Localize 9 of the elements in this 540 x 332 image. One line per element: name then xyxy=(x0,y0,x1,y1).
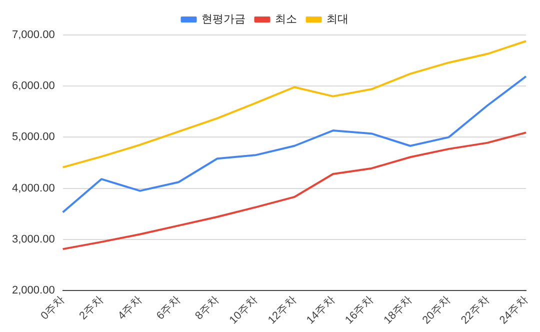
legend-label: 최대 xyxy=(326,12,348,26)
y-tick-label: 5,000.00 xyxy=(12,131,55,144)
y-tick-label: 4,000.00 xyxy=(12,182,55,194)
legend-label: 현평가금 xyxy=(201,12,246,26)
legend-label: 최소 xyxy=(274,12,297,26)
y-tick-label: 7,000.00 xyxy=(12,29,55,42)
y-tick-label: 3,000.00 xyxy=(12,233,55,246)
y-tick-label: 2,000.00 xyxy=(12,284,55,296)
y-tick-label: 6,000.00 xyxy=(12,80,55,92)
